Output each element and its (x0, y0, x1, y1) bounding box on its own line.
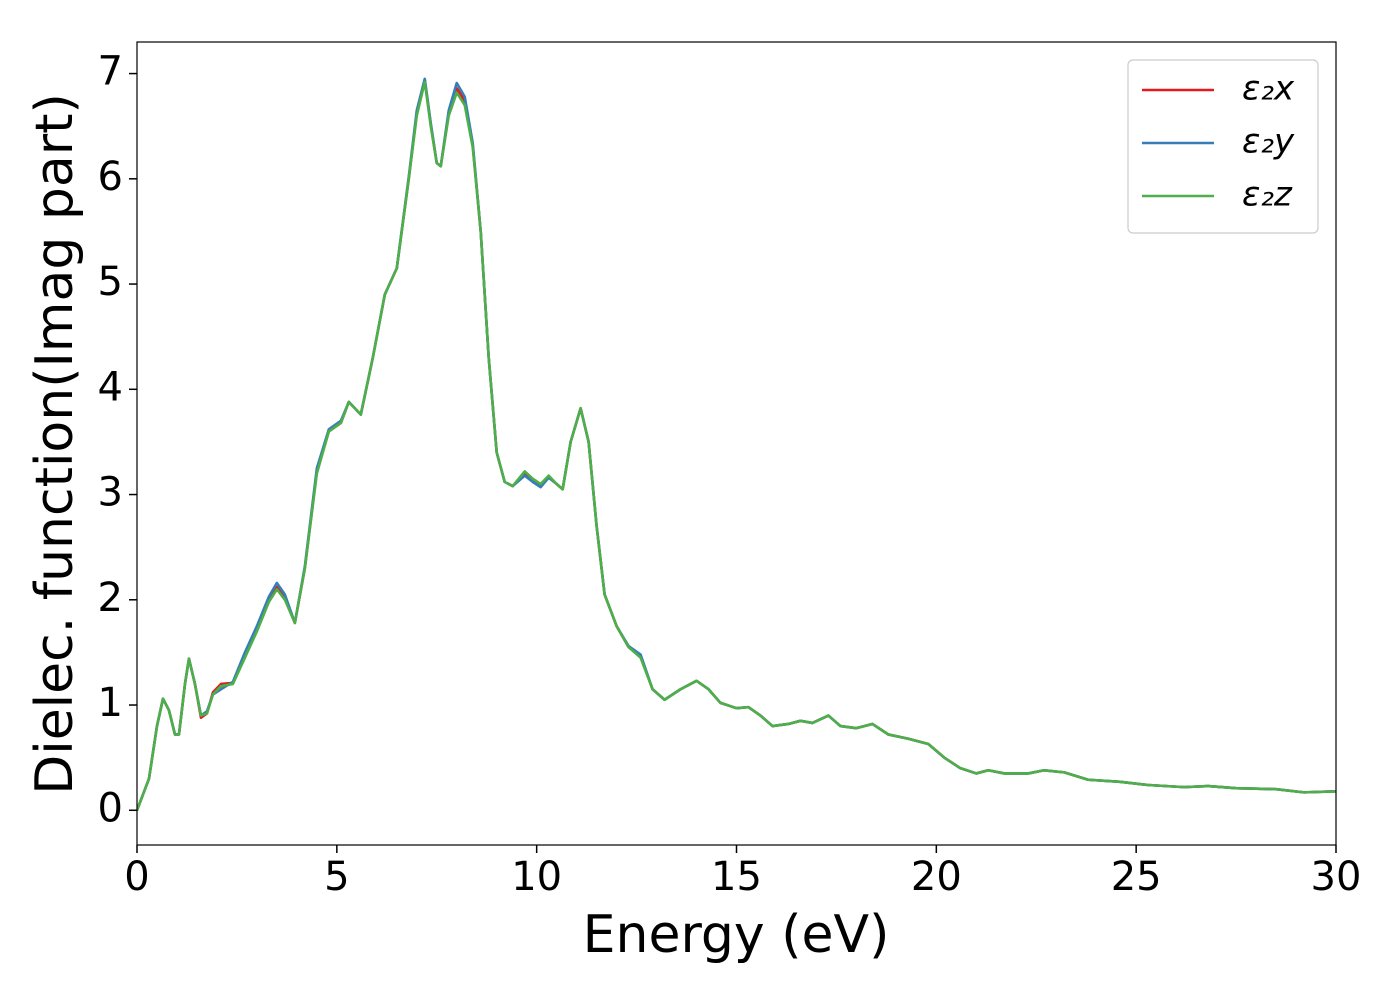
y-tick-label: 1 (98, 680, 123, 726)
x-tick-label: 25 (1111, 854, 1162, 900)
legend-label: ε₂z (1242, 175, 1293, 215)
x-tick-label: 10 (511, 854, 562, 900)
y-tick-label: 4 (98, 364, 123, 410)
x-tick-label: 0 (124, 854, 149, 900)
series-line (137, 80, 1336, 811)
x-axis-label: Energy (eV) (583, 905, 890, 965)
legend-label: ε₂x (1242, 69, 1295, 109)
y-tick-label: 7 (98, 49, 123, 95)
x-tick-label: 5 (324, 854, 349, 900)
x-tick-label: 30 (1311, 854, 1362, 900)
y-tick-label: 6 (98, 154, 123, 200)
y-tick-label: 3 (98, 470, 123, 516)
x-tick-label: 20 (911, 854, 962, 900)
y-tick-label: 0 (98, 785, 123, 831)
legend-label: ε₂y (1242, 122, 1295, 162)
plot-frame (136, 41, 1337, 846)
x-tick-label: 15 (711, 854, 762, 900)
y-tick-label: 2 (98, 575, 123, 621)
legend-box (1127, 59, 1319, 234)
y-axis-label: Dielec. function(Imag part) (25, 93, 85, 795)
y-tick-label: 5 (98, 259, 123, 305)
